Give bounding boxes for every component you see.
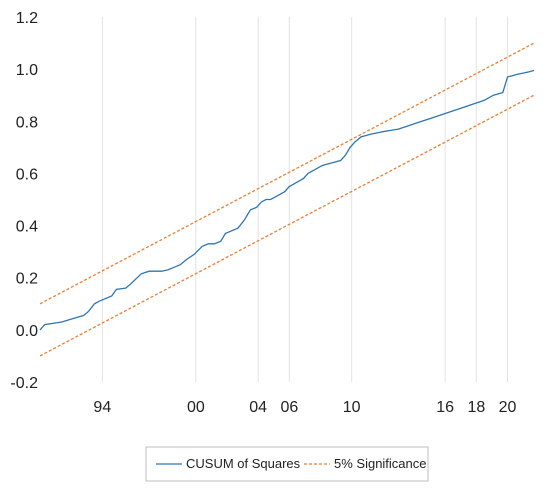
legend-box xyxy=(145,446,429,482)
y-axis-tick-labels: -0.2 0.0 0.2 0.4 0.6 0.8 1.0 1.2 xyxy=(10,10,38,392)
x-tick-label: 94 xyxy=(93,399,111,416)
legend-label-significance: 5% Significance xyxy=(334,456,427,471)
y-tick-label: 1.0 xyxy=(16,62,38,79)
series-line-cusum xyxy=(39,69,535,331)
series-line-lower-bound xyxy=(39,94,535,357)
series-line-upper-bound xyxy=(39,42,535,305)
x-tick-label: 18 xyxy=(467,399,485,416)
x-tick-label: 20 xyxy=(499,399,517,416)
legend: CUSUM of Squares 5% Significance xyxy=(145,446,429,482)
x-tick-label: 16 xyxy=(436,399,454,416)
y-tick-label: 0.2 xyxy=(16,271,38,288)
x-tick-label: 04 xyxy=(249,399,267,416)
legend-label-cusum: CUSUM of Squares xyxy=(186,456,301,471)
y-tick-label: 0.0 xyxy=(16,323,38,340)
y-tick-label: -0.2 xyxy=(10,375,38,392)
x-axis-tick-labels: 94 00 04 06 10 16 18 20 xyxy=(93,399,516,416)
y-tick-label: 0.6 xyxy=(16,166,38,183)
y-tick-label: 0.4 xyxy=(16,219,38,236)
series-lines xyxy=(39,42,535,357)
x-tick-label: 00 xyxy=(187,399,205,416)
x-tick-label: 10 xyxy=(343,399,361,416)
y-tick-label: 0.8 xyxy=(16,114,38,131)
y-tick-label: 1.2 xyxy=(16,10,38,27)
x-tick-label: 06 xyxy=(280,399,298,416)
grid-lines xyxy=(101,17,509,382)
